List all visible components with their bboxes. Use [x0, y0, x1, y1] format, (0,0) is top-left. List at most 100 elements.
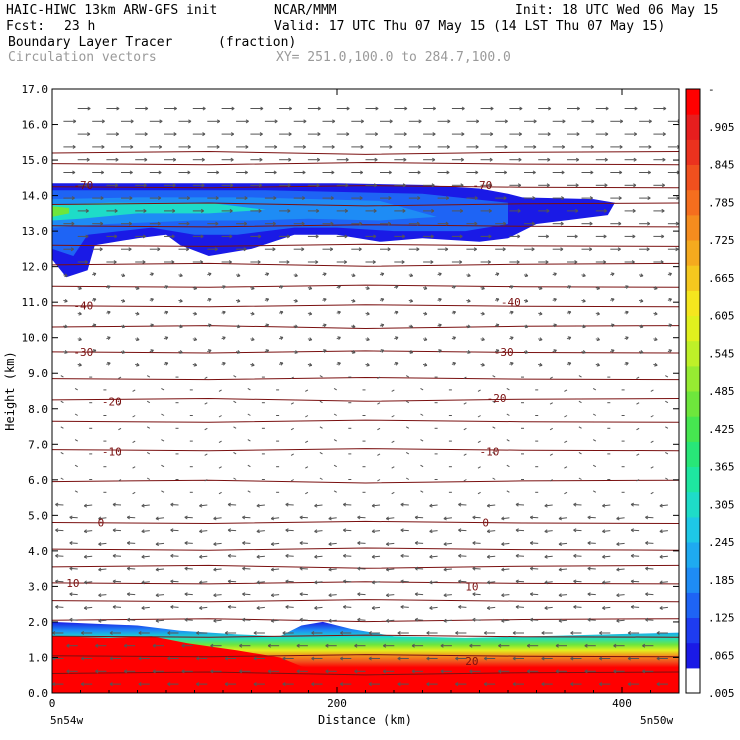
contour-label: -20 — [102, 396, 122, 409]
circulation-vector — [472, 541, 481, 546]
circulation-vector — [204, 427, 208, 431]
temperature-contour — [52, 671, 679, 676]
circulation-vector — [184, 541, 193, 546]
circulation-vector — [408, 170, 421, 175]
circulation-vector — [492, 451, 496, 455]
circulation-vector — [167, 656, 179, 661]
circulation-vector — [285, 502, 294, 507]
circulation-vector — [250, 208, 262, 213]
circulation-vector — [380, 247, 391, 252]
circulation-vector — [163, 361, 169, 366]
circulation-vector — [400, 528, 409, 533]
circulation-vector — [455, 630, 467, 635]
circulation-vector — [624, 132, 638, 137]
contour-label: -40 — [73, 300, 93, 313]
circulation-vector — [80, 656, 93, 661]
colorbar-label: - — [708, 83, 715, 96]
y-tick-label: 4.0 — [28, 545, 48, 558]
circulation-vector — [368, 656, 380, 661]
circulation-vector — [135, 106, 149, 111]
circulation-vector — [463, 402, 467, 405]
circulation-vector — [328, 618, 337, 623]
circulation-vector — [250, 337, 255, 342]
field-units: (fraction) — [218, 35, 297, 50]
circulation-vector — [555, 643, 567, 648]
circulation-vector — [351, 196, 363, 201]
colorbar-swatch — [686, 114, 700, 140]
circulation-vector — [638, 350, 644, 354]
colorbar-label: .005 — [708, 687, 735, 700]
circulation-vector — [80, 630, 93, 635]
circulation-vector — [354, 669, 366, 674]
circulation-vector — [155, 567, 165, 572]
circulation-vector — [184, 592, 193, 597]
circulation-vector — [307, 208, 320, 213]
circulation-vector — [443, 618, 452, 623]
circulation-vector — [437, 119, 451, 124]
circulation-vector — [385, 618, 395, 623]
circulation-vector — [426, 682, 438, 687]
circulation-vector — [314, 503, 323, 508]
circulation-vector — [638, 324, 644, 329]
circulation-vector — [650, 440, 654, 444]
circulation-vector — [55, 553, 64, 558]
colorbar-swatch — [686, 139, 700, 165]
circulation-vector — [429, 503, 438, 508]
circulation-vector — [480, 234, 492, 239]
circulation-vector — [400, 605, 409, 609]
contour-label: 10 — [66, 577, 79, 590]
circulation-vector — [595, 106, 609, 111]
circulation-vector — [483, 630, 496, 635]
circulation-vector — [164, 208, 176, 213]
colorbar-swatch — [686, 189, 700, 216]
circulation-vector — [423, 260, 434, 265]
circulation-vector — [567, 234, 578, 239]
y-tick-label: 16.0 — [22, 119, 49, 132]
circulation-vector — [343, 528, 352, 533]
circulation-vector — [178, 273, 183, 278]
circulation-vector — [538, 311, 543, 316]
circulation-vector — [307, 157, 320, 162]
circulation-vector — [397, 630, 409, 635]
circulation-vector — [573, 528, 582, 533]
circulation-vector — [293, 221, 305, 226]
circulation-vector — [501, 542, 510, 546]
circulation-vector — [437, 298, 442, 302]
circulation-vector — [602, 606, 611, 610]
circulation-vector — [665, 426, 669, 429]
circulation-vector — [630, 502, 640, 507]
circulation-vector — [383, 669, 395, 674]
circulation-vector — [170, 579, 179, 584]
circulation-vector — [610, 323, 615, 328]
circulation-vector — [578, 426, 582, 429]
circulation-vector — [451, 336, 456, 341]
circulation-vector — [524, 221, 535, 226]
circulation-vector — [106, 336, 111, 341]
colorbar-swatch — [686, 441, 700, 467]
circulation-vector — [630, 528, 640, 533]
circulation-vector — [624, 310, 629, 315]
circulation-vector — [343, 605, 352, 609]
temperature-contour — [52, 479, 679, 484]
circulation-vector — [192, 234, 204, 239]
circulation-vector — [451, 361, 456, 366]
circulation-vector — [83, 580, 93, 585]
circulation-vector — [213, 542, 222, 546]
circulation-vector — [60, 426, 64, 429]
circulation-vector — [659, 606, 668, 610]
temperature-contour — [52, 243, 679, 247]
circulation-vector — [423, 183, 435, 188]
circulation-vector — [336, 183, 349, 188]
circulation-vector — [440, 669, 452, 674]
circulation-vector — [429, 529, 438, 534]
circulation-vector — [199, 503, 208, 508]
circulation-vector — [592, 464, 597, 468]
circulation-vector — [170, 502, 179, 507]
circulation-vector — [365, 337, 370, 342]
colorbar-swatch — [686, 365, 700, 392]
circulation-vector — [207, 170, 220, 175]
circulation-vector — [509, 208, 521, 213]
circulation-vector — [501, 516, 510, 521]
circulation-vector — [549, 376, 553, 380]
